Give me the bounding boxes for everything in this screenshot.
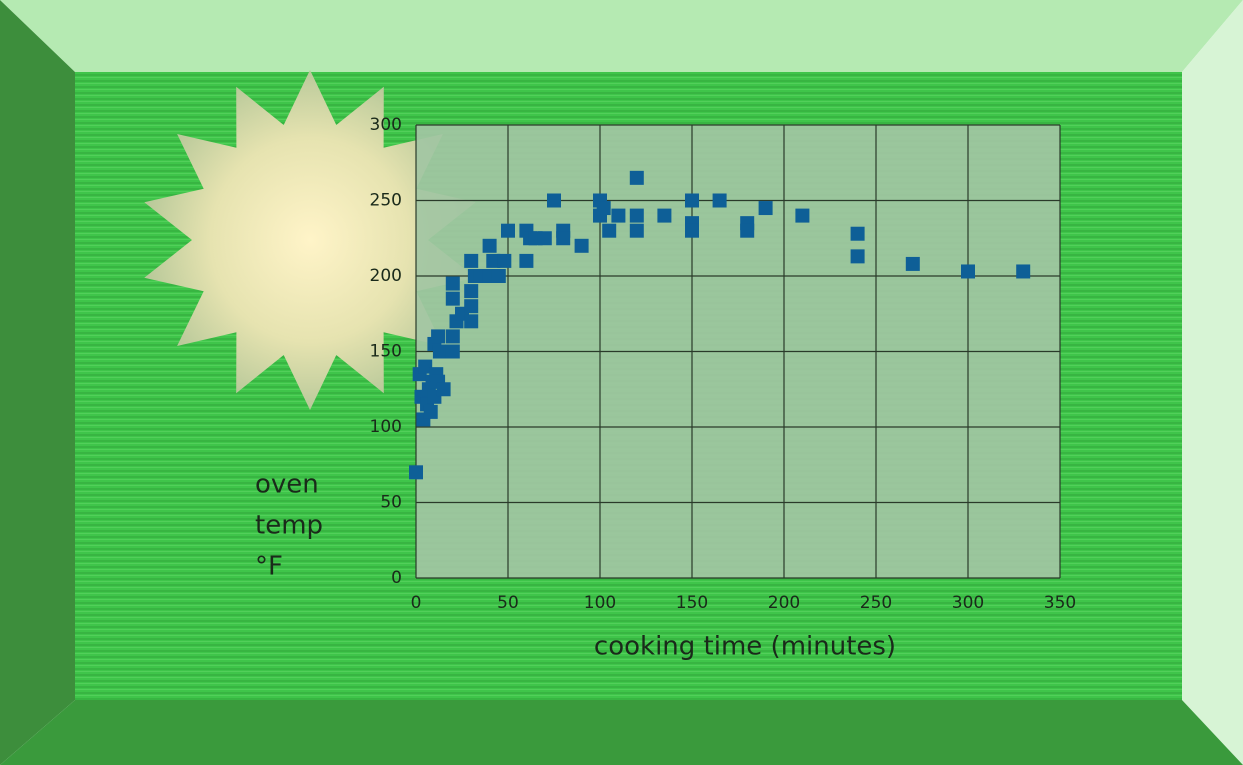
point [424, 405, 438, 419]
point [657, 209, 671, 223]
x-tick-label: 150 [676, 593, 708, 613]
point [851, 227, 865, 241]
point [483, 239, 497, 253]
point [906, 257, 920, 271]
point [464, 299, 478, 313]
point [713, 194, 727, 208]
point [630, 209, 644, 223]
y-tick-label: 0 [391, 568, 402, 588]
y-tick-label: 50 [380, 493, 402, 513]
point [538, 231, 552, 245]
x-tick-label: 50 [497, 593, 519, 613]
y-axis-label-line: °F [255, 552, 283, 582]
frame-left [0, 0, 75, 765]
point [602, 224, 616, 238]
x-tick-label: 100 [584, 593, 616, 613]
point [685, 194, 699, 208]
point [437, 382, 451, 396]
point [611, 209, 625, 223]
y-tick-label: 250 [370, 191, 402, 211]
frame-top [0, 0, 1243, 72]
x-axis-label: cooking time (minutes) [594, 632, 896, 662]
point [556, 231, 570, 245]
point [630, 224, 644, 238]
point [464, 284, 478, 298]
x-tick-label: 350 [1044, 593, 1076, 613]
point [501, 224, 515, 238]
y-tick-label: 150 [370, 342, 402, 362]
chart: oven temp °F cooking time (minutes) 0 50 100… [0, 0, 1243, 765]
point [446, 329, 460, 343]
point [497, 254, 511, 268]
point [464, 314, 478, 328]
point [740, 224, 754, 238]
x-tick-label: 300 [952, 593, 984, 613]
point [519, 254, 533, 268]
frame-right [1182, 0, 1243, 765]
point [547, 194, 561, 208]
point [851, 249, 865, 263]
point [492, 269, 506, 283]
point [464, 254, 478, 268]
point [446, 277, 460, 291]
point [1016, 264, 1030, 278]
point [685, 224, 699, 238]
page: {"chart_data": {"type": "scatter", "ylab… [0, 0, 1243, 765]
x-tick-label: 0 [411, 593, 422, 613]
point [795, 209, 809, 223]
y-axis-label-line: oven [255, 470, 319, 500]
y-tick-label: 300 [370, 115, 402, 135]
y-tick-label: 100 [370, 417, 402, 437]
y-tick-label: 200 [370, 266, 402, 286]
point [759, 201, 773, 215]
point [446, 345, 460, 359]
frame-bottom [0, 700, 1243, 765]
point [597, 201, 611, 215]
x-tick-label: 200 [768, 593, 800, 613]
point [630, 171, 644, 185]
point [409, 465, 423, 479]
point [961, 264, 975, 278]
point [575, 239, 589, 253]
point [431, 329, 445, 343]
point [446, 292, 460, 306]
point [433, 345, 447, 359]
x-tick-label: 250 [860, 593, 892, 613]
y-axis-label-line: temp [255, 511, 323, 541]
